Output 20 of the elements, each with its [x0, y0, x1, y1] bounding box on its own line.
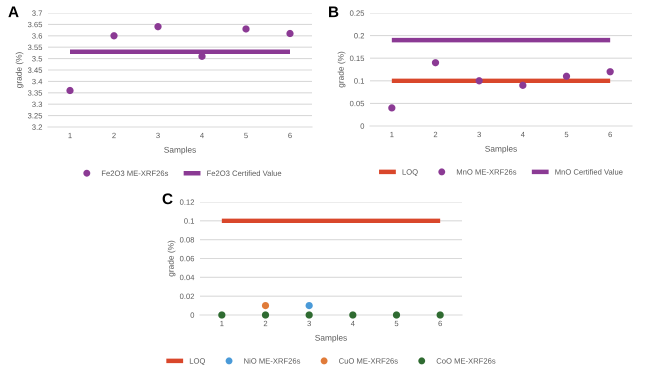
y-axis-title: grade (%): [168, 240, 176, 276]
point: [242, 25, 250, 33]
point: [66, 86, 74, 94]
point: [286, 30, 294, 38]
chart-title: C: [162, 193, 173, 204]
x-axis-title: Samples: [315, 334, 347, 342]
point: [476, 77, 483, 84]
point: [562, 72, 570, 80]
point: [432, 59, 440, 66]
chart-title: B: [329, 6, 338, 18]
point: [154, 23, 162, 30]
chart-title: A: [8, 6, 19, 18]
point: [519, 82, 526, 89]
y-axis-title: grade (%): [16, 52, 24, 88]
x-axis-title: Samples: [164, 146, 196, 154]
point: [110, 32, 118, 40]
y-axis-title: grade (%): [338, 52, 346, 88]
point: [606, 68, 614, 76]
point: [388, 104, 396, 112]
x-axis-title: Samples: [485, 146, 517, 154]
